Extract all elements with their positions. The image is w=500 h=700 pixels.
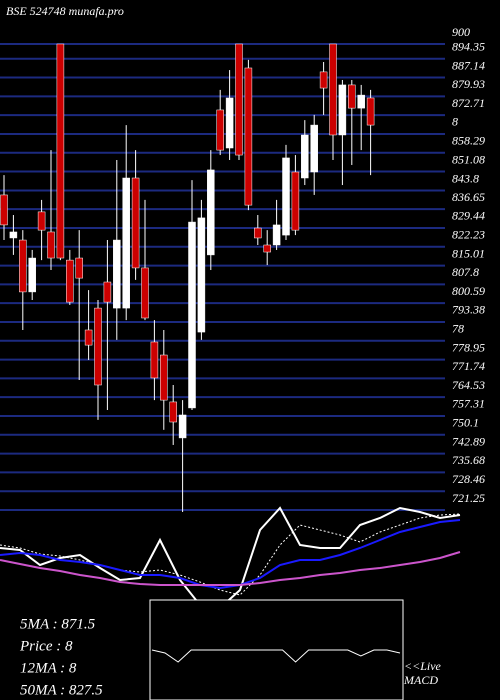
y-tick-label: 858.29 — [452, 133, 485, 147]
candle-body — [28, 257, 36, 293]
candle-body — [197, 217, 206, 333]
y-tick-label: 900 — [452, 25, 470, 39]
indicator-line — [0, 506, 461, 610]
candle-body — [9, 231, 18, 239]
y-tick-label: 829.44 — [452, 209, 485, 223]
candle-body — [272, 224, 281, 246]
candle-body — [150, 341, 159, 379]
candle-body — [47, 231, 55, 259]
y-tick-label: 735.68 — [452, 453, 485, 467]
indicator-label: Price : 8 — [19, 638, 73, 654]
candle-body — [225, 97, 234, 149]
candle-body — [103, 281, 112, 303]
candle-body — [37, 211, 46, 231]
candle-body — [169, 401, 177, 423]
candle-body — [216, 109, 224, 151]
candle-body — [366, 97, 375, 126]
y-tick-label: 750.1 — [452, 416, 479, 430]
y-tick-label: 879.93 — [452, 77, 485, 91]
y-tick-label: 757.31 — [452, 397, 485, 411]
candle-body — [0, 194, 8, 226]
indicator-line — [0, 519, 461, 590]
candle-body — [338, 84, 347, 136]
y-tick-label: 822.23 — [452, 227, 485, 241]
candle-body — [310, 124, 318, 173]
chart-title: BSE 524748 munafa.pro — [6, 4, 124, 18]
y-tick-label: 771.74 — [452, 359, 485, 373]
y-tick-label: 764.53 — [452, 378, 485, 392]
candle-body — [75, 257, 83, 279]
candle-body — [235, 43, 243, 156]
candle-body — [141, 267, 149, 319]
candle-body — [329, 43, 337, 136]
y-tick-label: 807.8 — [452, 265, 479, 279]
y-tick-label: 78 — [452, 322, 464, 336]
candle-body — [254, 227, 262, 239]
candle-body — [84, 329, 93, 346]
y-tick-label: 728.46 — [452, 472, 485, 486]
candle-body — [66, 259, 74, 303]
candle-body — [291, 171, 300, 231]
y-tick-label: 887.14 — [452, 58, 485, 72]
y-tick-label: 894.35 — [452, 39, 485, 53]
indicator-label: 50MA : 827.5 — [20, 682, 103, 698]
y-tick-label: 721.25 — [452, 491, 485, 505]
candle-body — [94, 307, 102, 386]
macd-label: MACD — [403, 673, 438, 687]
candle-body — [56, 43, 65, 259]
candle-body — [357, 94, 365, 109]
y-tick-label: 800.59 — [452, 284, 485, 298]
indicator-label: 5MA : 871.5 — [20, 616, 96, 632]
candle-body — [160, 354, 168, 401]
candle-body — [131, 177, 140, 269]
indicator-line — [0, 513, 461, 596]
y-tick-label: 742.89 — [452, 434, 485, 448]
candle-body — [113, 239, 121, 309]
candle-body — [319, 71, 328, 89]
candle-body — [122, 177, 130, 309]
y-tick-label: 872.71 — [452, 96, 485, 110]
indicator-line — [0, 551, 461, 586]
y-tick-label: 851.08 — [452, 152, 485, 166]
macd-label: <<Live — [404, 659, 442, 673]
y-tick-label: 793.38 — [452, 303, 485, 317]
y-tick-label: 836.65 — [452, 190, 485, 204]
candle-body — [301, 134, 309, 179]
y-tick-label: 778.95 — [452, 340, 485, 354]
candle-body — [19, 239, 27, 293]
candle-body — [282, 157, 290, 236]
macd-line — [151, 649, 401, 663]
candle-body — [188, 221, 196, 409]
candle-body — [178, 414, 187, 439]
candle-body — [244, 67, 253, 206]
candle-body — [207, 169, 215, 256]
y-tick-label: 8 — [452, 115, 458, 129]
candle-body — [348, 84, 356, 109]
candle-body — [263, 244, 271, 253]
y-tick-label: 815.01 — [452, 246, 485, 260]
indicator-label: 12MA : 8 — [20, 660, 77, 676]
y-tick-label: 843.8 — [452, 171, 479, 185]
